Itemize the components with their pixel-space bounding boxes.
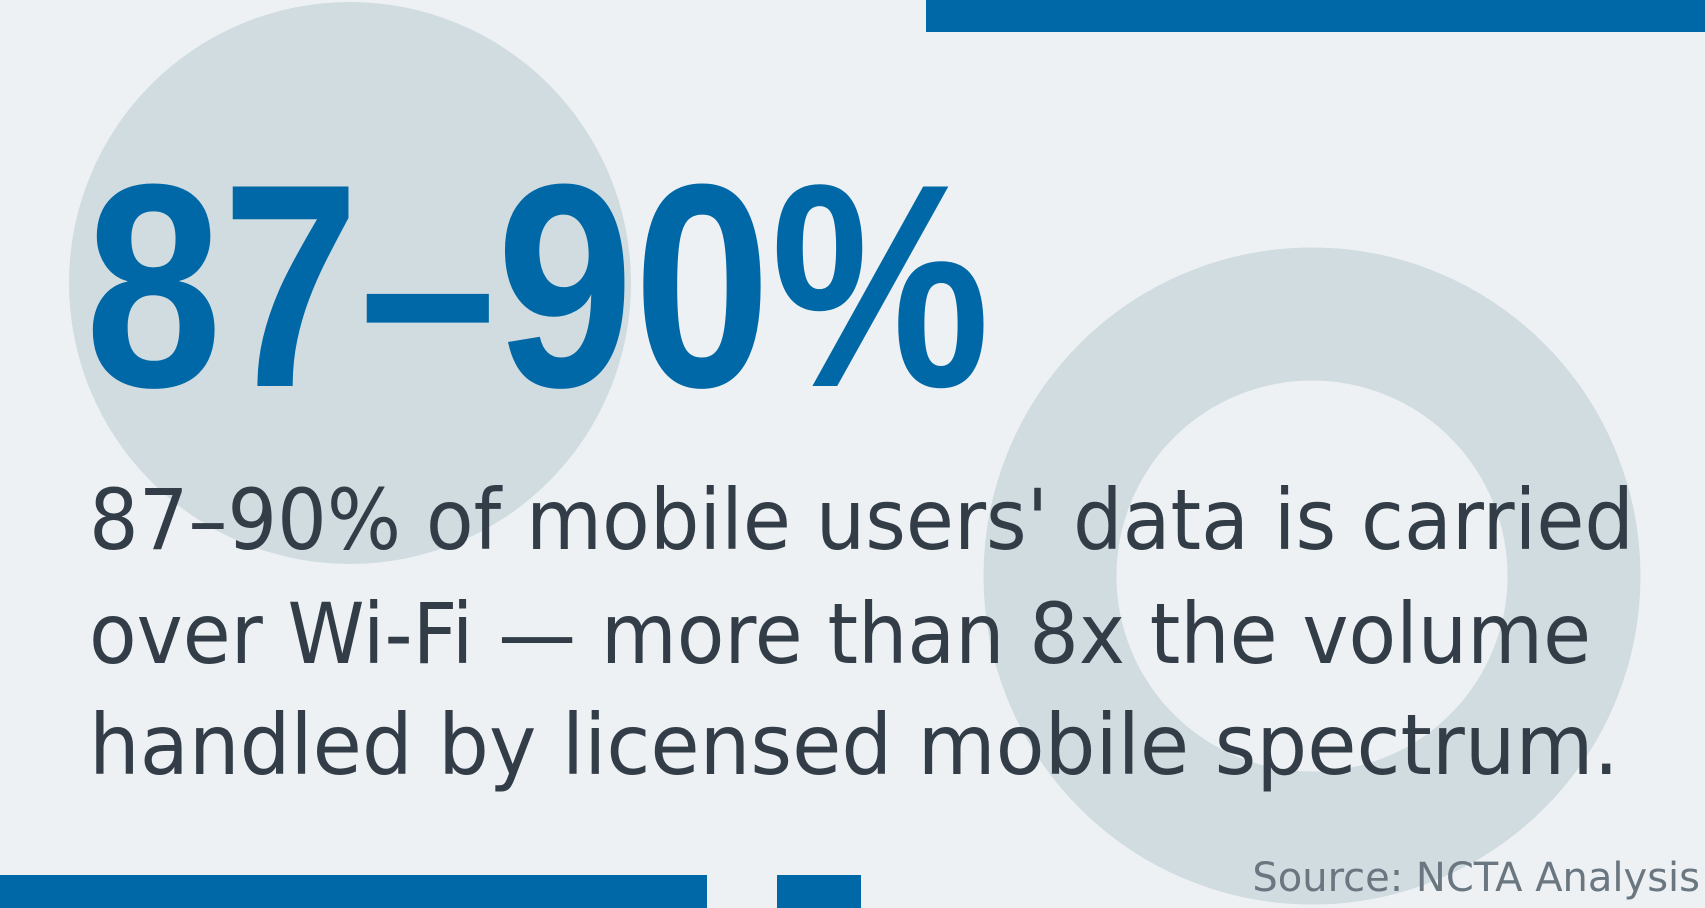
body-line: handled by licensed mobile spectrum. xyxy=(89,696,1619,794)
decor-ring xyxy=(983,247,1641,905)
body-line: 87–90% of mobile users' data is carried xyxy=(89,471,1634,569)
bottom-bar-short xyxy=(777,875,861,908)
source: Source: NCTA Analysis xyxy=(1252,855,1700,901)
bottom-bar xyxy=(0,875,707,908)
body-line: over Wi-Fi — more than 8x the volume xyxy=(89,585,1591,683)
top-bar xyxy=(926,0,1705,32)
headline: 87–90% xyxy=(85,124,990,448)
decor-circle xyxy=(69,2,631,564)
